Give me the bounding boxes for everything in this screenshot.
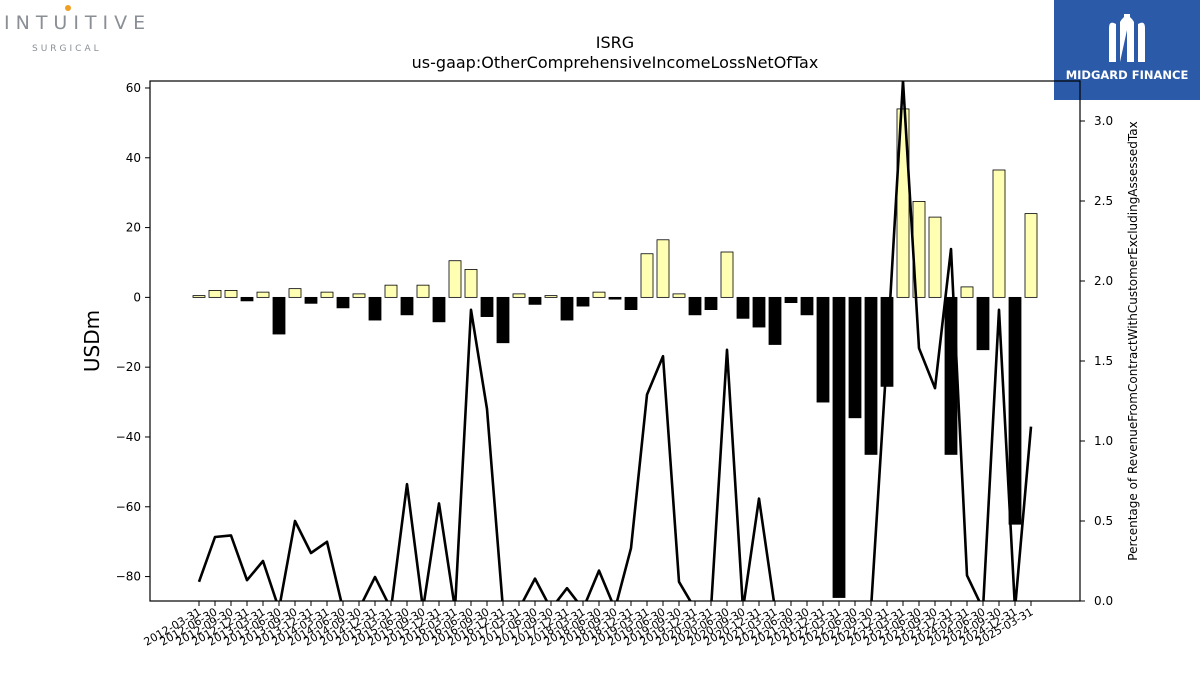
y-tick-label: −80 — [116, 570, 141, 584]
y-axis-right: 0.0 0.5 1.0 1.5 2.0 2.5 3.0 — [1080, 114, 1113, 608]
bar-2012-03-31 — [192, 295, 206, 298]
badge-label: MIDGARD FINANCE — [1065, 68, 1189, 82]
bar-2014-12-31 — [368, 296, 382, 321]
y2-tick-label: 1.0 — [1094, 434, 1113, 448]
y2-tick-label: 0.0 — [1094, 594, 1113, 608]
y-tick-label: 0 — [133, 290, 141, 304]
bar-2018-12-31 — [624, 296, 638, 310]
bar-2025-03-31 — [1024, 213, 1038, 298]
bar-2019-12-31 — [688, 296, 702, 316]
y-tick-label: 20 — [126, 221, 141, 235]
bar-2021-03-31 — [768, 296, 782, 345]
y2-tick-label: 2.5 — [1094, 194, 1113, 208]
bar-2019-03-31 — [640, 253, 654, 298]
bar-2024-12-31 — [1008, 296, 1022, 525]
intuitive-surgical-logo: INTUITIVE SURGICAL — [0, 0, 150, 70]
logo-subtext: SURGICAL — [32, 44, 102, 54]
bar-2017-03-31 — [512, 293, 526, 298]
bar-2016-06-30 — [464, 269, 478, 298]
bar-2018-03-31 — [576, 296, 590, 307]
y-tick-label: −20 — [116, 360, 141, 374]
y-tick-label: −60 — [116, 500, 141, 514]
bar-2020-03-31 — [704, 296, 718, 310]
bar-2012-12-31 — [240, 296, 254, 302]
bar-2022-03-31 — [832, 296, 846, 598]
line-series — [197, 81, 1033, 601]
bar-2017-06-30 — [528, 296, 542, 305]
logo-wordmark: INTUITIVE — [4, 12, 152, 34]
midgard-finance-badge: MIDGARD FINANCE — [1054, 0, 1200, 100]
bar-2012-06-30 — [208, 289, 222, 298]
bar-2016-12-31 — [496, 296, 510, 344]
y2-axis-label: Percentage of RevenueFromContractWithCus… — [1126, 121, 1140, 560]
bar-2019-06-30 — [656, 239, 670, 298]
bar-2019-09-30 — [672, 293, 686, 298]
y2-tick-label: 1.5 — [1094, 354, 1113, 368]
bar-2013-12-31 — [304, 296, 318, 304]
bar-2013-03-31 — [256, 291, 270, 298]
bar-2021-06-30 — [784, 296, 798, 304]
y-axis-label: USDm — [80, 310, 104, 372]
logo-dot — [65, 5, 71, 11]
bar-2012-09-30 — [224, 289, 238, 298]
bar-2015-09-30 — [416, 284, 430, 298]
chart-subtitle: us-gaap:OtherComprehensiveIncomeLossNetO… — [412, 53, 819, 72]
bar-2016-03-31 — [448, 260, 462, 298]
bar-2018-09-30 — [608, 296, 622, 300]
midgard-emblem-icon — [1109, 14, 1145, 63]
bar-2022-09-30 — [864, 296, 878, 455]
bar-2022-06-30 — [848, 296, 862, 419]
bar-2024-03-31 — [960, 286, 974, 298]
bar-2024-09-30 — [992, 169, 1006, 298]
bar-2018-06-30 — [592, 291, 606, 298]
bar-series — [192, 108, 1038, 598]
bar-2015-12-31 — [432, 296, 446, 323]
y-axis-left: 60 40 20 0 −20 −40 −60 −80 — [116, 81, 150, 584]
y-tick-label: 40 — [126, 151, 141, 165]
bar-2014-03-31 — [320, 291, 334, 298]
x-axis: 2012-03-312012-06-302012-09-302012-12-31… — [142, 601, 1036, 649]
bar-2016-09-30 — [480, 296, 494, 317]
bar-2024-06-30 — [976, 296, 990, 351]
bar-2013-09-30 — [288, 288, 302, 298]
bar-2013-06-30 — [272, 296, 286, 335]
bar-2021-12-31 — [816, 296, 830, 403]
bar-2020-12-31 — [752, 296, 766, 328]
bar-2023-09-30 — [928, 216, 942, 298]
chart-title: ISRG — [596, 33, 634, 52]
bar-2017-09-30 — [544, 295, 558, 298]
bar-2020-09-30 — [736, 296, 750, 319]
line-path — [197, 81, 1033, 601]
y-tick-label: 60 — [126, 81, 141, 95]
bar-2014-09-30 — [352, 293, 366, 298]
y2-tick-label: 0.5 — [1094, 514, 1113, 528]
bar-2014-06-30 — [336, 296, 350, 309]
bar-2015-03-31 — [384, 284, 398, 298]
y2-tick-label: 2.0 — [1094, 274, 1113, 288]
y2-tick-label: 3.0 — [1094, 114, 1113, 128]
bar-2020-06-30 — [720, 251, 734, 298]
y-tick-label: −40 — [116, 430, 141, 444]
bar-2017-12-31 — [560, 296, 574, 321]
bar-2015-06-30 — [400, 296, 414, 316]
bar-2021-09-30 — [800, 296, 814, 316]
